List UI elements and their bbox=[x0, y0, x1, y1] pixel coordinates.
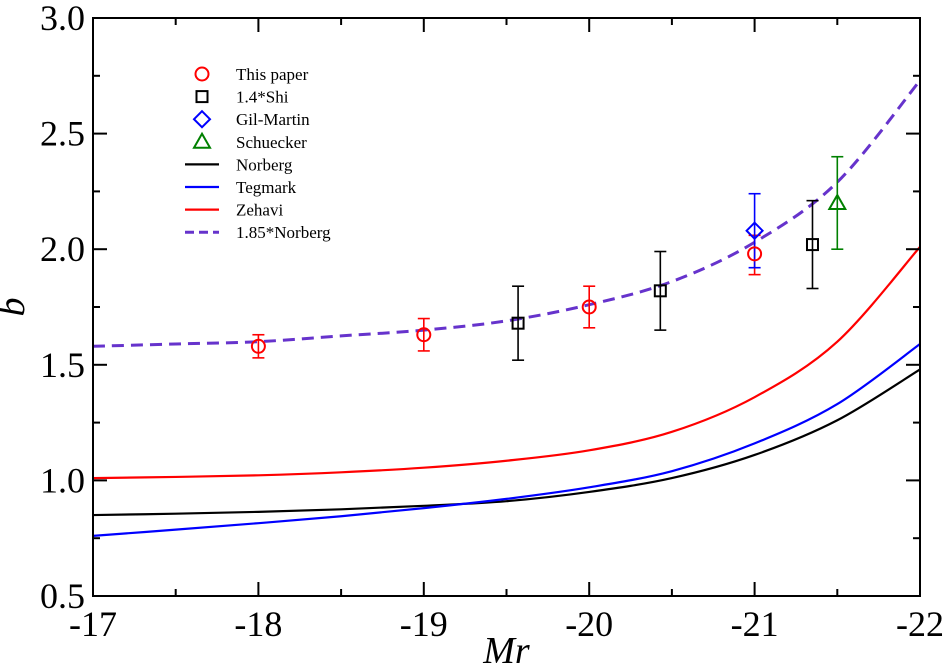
y-tick-labels: 0.5 1.0 1.5 2.0 2.5 3.0 bbox=[40, 0, 85, 616]
legend-swatch-this-paper bbox=[194, 66, 210, 82]
1-4-shi-point bbox=[805, 238, 819, 252]
legend-label-zehavi: Zehavi bbox=[236, 201, 283, 220]
1-4-shi-point bbox=[653, 284, 667, 298]
legend-label-1-85-norberg: 1.85*Norberg bbox=[236, 223, 331, 242]
error-bars bbox=[252, 155, 844, 361]
legend-label-schuecker: Schuecker bbox=[236, 133, 307, 152]
x-tick-label: -20 bbox=[565, 604, 613, 644]
schuecker-point bbox=[827, 192, 848, 210]
series-lines bbox=[92, 79, 922, 537]
y-tick-label: 2.0 bbox=[40, 229, 85, 269]
legend-swatch-1-4-shi bbox=[195, 90, 209, 104]
y-axis-title: b bbox=[0, 298, 33, 317]
x-tick-labels: -17 -18 -19 -20 -21 -22 bbox=[69, 604, 944, 644]
zehavi-line bbox=[92, 246, 921, 480]
legend-label-this-paper: This paper bbox=[236, 65, 309, 84]
legend-label-tegmark: Tegmark bbox=[236, 178, 297, 197]
data-markers bbox=[250, 192, 848, 354]
x-tick-label: -22 bbox=[896, 604, 944, 644]
1-4-shi-point bbox=[511, 316, 525, 330]
this-paper-point bbox=[250, 338, 266, 354]
y-tick-label: 3.0 bbox=[40, 0, 85, 38]
x-tick-label: -18 bbox=[234, 604, 282, 644]
x-tick-label: -17 bbox=[69, 604, 117, 644]
tegmark-line bbox=[92, 343, 921, 537]
plot-frame bbox=[92, 17, 921, 597]
legend-label-gil-martin: Gil-Martin bbox=[236, 110, 310, 129]
x-tick-label: -19 bbox=[400, 604, 448, 644]
x-tick-label: -21 bbox=[731, 604, 779, 644]
gil-martin-point bbox=[745, 221, 765, 241]
this-paper-point bbox=[747, 246, 763, 262]
norberg-line bbox=[92, 368, 921, 517]
legend-swatch-schuecker bbox=[192, 131, 212, 149]
legend-label-norberg: Norberg bbox=[236, 155, 293, 174]
y-tick-label: 2.5 bbox=[40, 114, 85, 154]
this-paper-point bbox=[581, 299, 597, 315]
y-tick-label: 1.0 bbox=[40, 460, 85, 500]
axis-ticks bbox=[92, 17, 921, 597]
y-tick-label: 1.5 bbox=[40, 345, 85, 385]
y-tick-label: 0.5 bbox=[40, 576, 85, 616]
this-paper-point bbox=[416, 327, 432, 343]
legend-label-1-4-shi: 1.4*Shi bbox=[236, 88, 289, 107]
1-85-norberg-line bbox=[92, 79, 922, 348]
x-axis-title: Mr bbox=[482, 630, 530, 667]
legend-swatch-gil-martin bbox=[192, 109, 212, 129]
legend: This paper 1.4*Shi Gil-Martin Schuecker Norb… bbox=[185, 65, 331, 242]
